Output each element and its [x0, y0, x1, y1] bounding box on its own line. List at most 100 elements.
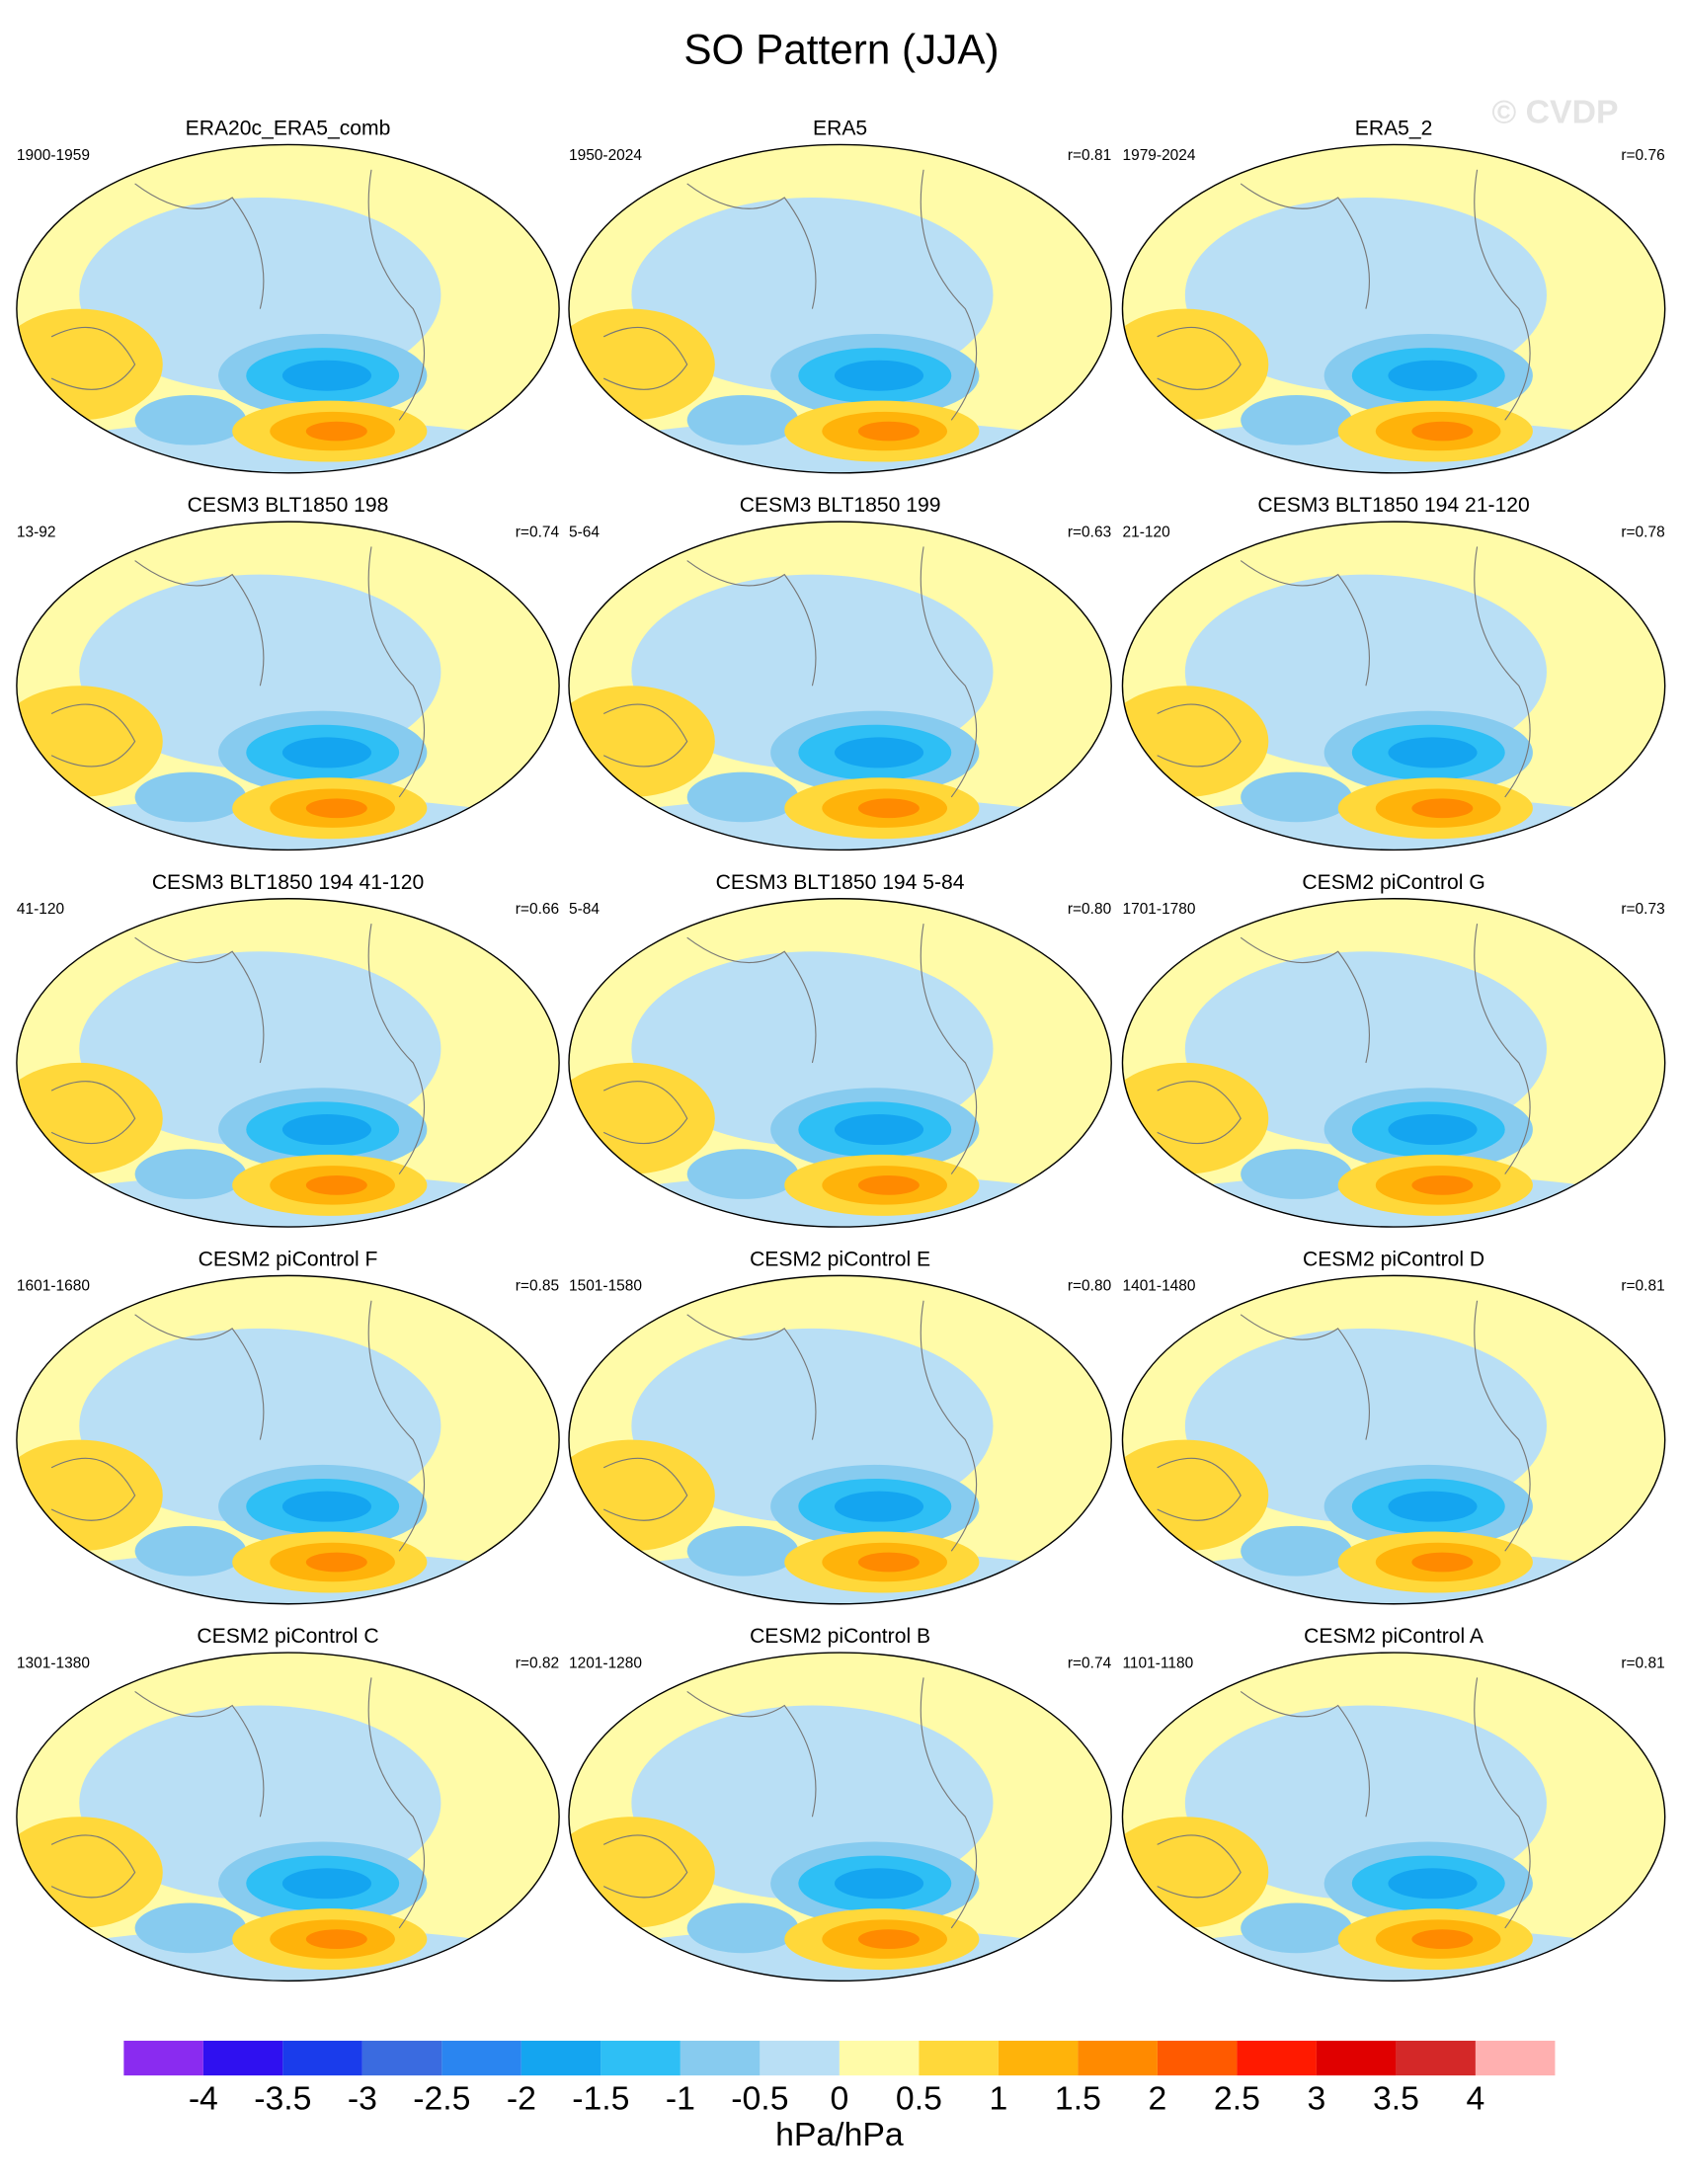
- contour-region: [1122, 1817, 1269, 1928]
- map-border: [568, 521, 1112, 851]
- colorbar-box: [441, 2040, 521, 2076]
- panel-correlation: r=0.80: [1068, 1278, 1111, 1295]
- colorbar-label: 1: [990, 2079, 1008, 2117]
- contour-region: [1388, 1491, 1478, 1522]
- panel-correlation: r=0.85: [516, 1278, 559, 1295]
- map-panel: [568, 1653, 1112, 1982]
- colorbar-label: 3: [1308, 2079, 1326, 2117]
- panel-period: 1101-1180: [1122, 1655, 1193, 1671]
- contour-region: [281, 1491, 372, 1522]
- coastline: [50, 546, 426, 798]
- colorbar-label: 0: [830, 2079, 848, 2117]
- contour-region: [568, 1551, 1112, 1604]
- coastline: [50, 1677, 426, 1929]
- coastline: [602, 1300, 978, 1552]
- watermark: © CVDP: [1491, 93, 1618, 130]
- map-panel: [1122, 898, 1665, 1228]
- panel-period: 1501-1580: [569, 1278, 642, 1295]
- contour-region: [1241, 1149, 1352, 1199]
- map-border: [568, 898, 1112, 1228]
- map-border: [16, 898, 560, 1228]
- panel-title: CESM2 piControl A: [1304, 1625, 1484, 1648]
- map-panel: [568, 1275, 1112, 1604]
- coastline: [602, 924, 978, 1174]
- contour-region: [16, 1817, 163, 1928]
- contour-region: [568, 1439, 715, 1552]
- panel-period: 13-92: [17, 524, 56, 540]
- contour-region: [686, 394, 799, 445]
- contour-region: [686, 1525, 799, 1577]
- panel-period: 1401-1480: [1122, 1278, 1195, 1295]
- map-panel: [1122, 522, 1665, 850]
- contour-region: [16, 796, 560, 850]
- contour-region: [857, 1552, 920, 1573]
- contour-region: [305, 421, 367, 442]
- panel-period: 1950-2024: [569, 147, 642, 164]
- colorbar-label: -3.5: [254, 2079, 311, 2117]
- contour-region: [568, 1062, 715, 1174]
- map-panel: [568, 144, 1112, 473]
- colorbar-label: 3.5: [1373, 2079, 1419, 2117]
- contour-region: [686, 1149, 799, 1199]
- map-border: [1121, 1652, 1666, 1982]
- panel-correlation: r=0.66: [516, 901, 559, 918]
- contour-region: [16, 1062, 163, 1174]
- contour-region: [834, 360, 924, 391]
- map-panel: [16, 1653, 560, 1982]
- panel-title: CESM3 BLT1850 194 21-120: [1257, 494, 1529, 517]
- panel-title: ERA5_2: [1355, 118, 1433, 140]
- panel-title: CESM2 piControl F: [199, 1248, 378, 1270]
- panel-title: CESM3 BLT1850 194 5-84: [716, 871, 965, 894]
- panel-title: CESM2 piControl C: [197, 1625, 378, 1648]
- colorbar-box: [680, 2040, 761, 2076]
- contour-region: [1411, 1929, 1474, 1949]
- map-border: [1121, 898, 1666, 1228]
- colorbar-label: -2: [507, 2079, 536, 2117]
- map-panel: [16, 522, 560, 850]
- colorbar-box: [521, 2040, 601, 2076]
- map-panel: [1122, 1275, 1665, 1604]
- contour-region: [857, 1174, 920, 1195]
- colorbar-box: [1316, 2040, 1397, 2076]
- contour-region: [134, 1902, 247, 1954]
- contour-region: [1122, 686, 1269, 797]
- colorbar-label: -0.5: [731, 2079, 788, 2117]
- contour-region: [16, 420, 560, 473]
- contour-region: [1122, 1173, 1665, 1228]
- contour-region: [1241, 394, 1352, 445]
- colorbar-box: [601, 2040, 681, 2076]
- map-panel: [568, 522, 1112, 850]
- map-border: [568, 1274, 1112, 1605]
- map-panel: [16, 898, 560, 1228]
- figure-title: SO Pattern (JJA): [683, 27, 999, 73]
- contour-region: [568, 796, 1112, 850]
- map-panel: [16, 144, 560, 473]
- map-border: [568, 1652, 1112, 1982]
- colorbar-box: [282, 2040, 362, 2076]
- contour-region: [1388, 737, 1478, 768]
- panel-period: 1601-1680: [17, 1278, 90, 1295]
- panel-correlation: r=0.82: [516, 1655, 559, 1671]
- map-panel: [16, 1275, 560, 1604]
- panel-correlation: r=0.63: [1068, 524, 1111, 540]
- colorbar-label: 2: [1149, 2079, 1167, 2117]
- contour-region: [134, 1149, 247, 1199]
- panel-title: CESM2 piControl G: [1302, 871, 1484, 894]
- colorbar-box: [123, 2040, 203, 2076]
- contour-region: [134, 394, 247, 445]
- contour-region: [281, 360, 372, 391]
- contour-region: [834, 1491, 924, 1522]
- contour-region: [1122, 796, 1665, 850]
- contour-region: [16, 686, 163, 797]
- contour-region: [1411, 1552, 1474, 1573]
- contour-region: [686, 1902, 799, 1954]
- contour-region: [281, 1114, 372, 1146]
- contour-region: [1388, 1868, 1478, 1900]
- panel-period: 5-84: [569, 901, 600, 918]
- coastline: [1157, 924, 1531, 1174]
- contour-region: [568, 1817, 715, 1928]
- contour-region: [1411, 798, 1474, 819]
- panel-title: CESM2 piControl E: [750, 1248, 930, 1270]
- contour-region: [568, 1927, 1112, 1982]
